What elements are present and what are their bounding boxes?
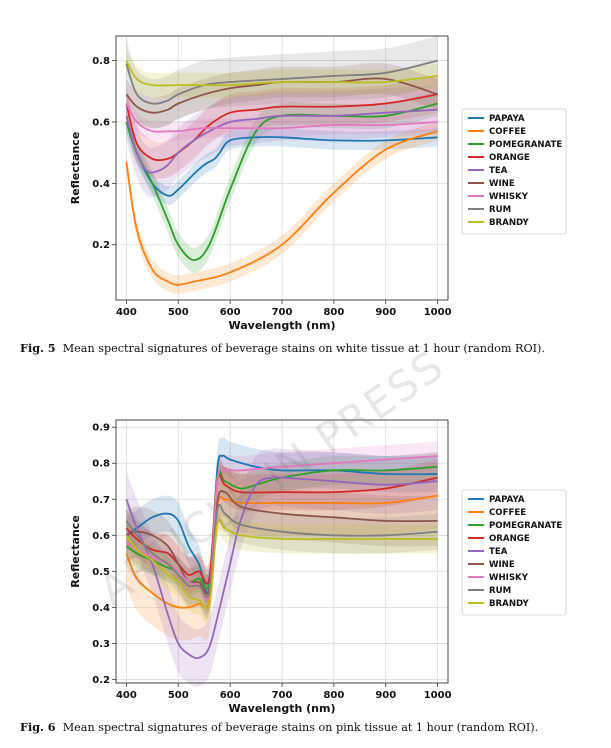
- band-coffee: [126, 122, 438, 294]
- caption-text: Mean spectral signatures of beverage sta…: [62, 342, 545, 355]
- figure-5: 400 500 600 700 800 900 1000 0.2 0.4 0.6 0.8 Wavele…: [0, 0, 611, 370]
- legend-label-rum: RUM: [489, 205, 511, 215]
- band-orange: [126, 456, 438, 602]
- legend-label-rum: RUM: [489, 586, 511, 596]
- tick-label-x: 700: [272, 690, 293, 701]
- tick-label-x: 1000: [424, 307, 452, 318]
- legend-label-tea: TEA: [489, 547, 508, 557]
- legend-label-papaya: PAPAYA: [489, 495, 525, 505]
- caption-text: Mean spectral signatures of beverage sta…: [62, 721, 539, 734]
- band-tea: [126, 448, 438, 687]
- tick-label-y: 0.4: [92, 179, 110, 190]
- tick-label-x: 1000: [424, 690, 452, 701]
- tick-label-y: 0.2: [92, 240, 110, 251]
- tick-label-x: 400: [116, 690, 137, 701]
- line-rum: [125, 503, 438, 599]
- line-orange: [125, 93, 438, 162]
- tick-label-x: 600: [220, 690, 241, 701]
- tick-label-y: 0.8: [92, 459, 110, 470]
- legend-label-tea: TEA: [489, 166, 508, 176]
- line-papaya: [125, 121, 438, 197]
- tick-label-x: 500: [168, 690, 189, 701]
- band-orange: [126, 75, 438, 179]
- tick-label-y: 0.6: [92, 117, 110, 128]
- legend-label-wine: WINE: [489, 179, 515, 189]
- line-orange: [125, 474, 438, 585]
- line-tea: [125, 108, 438, 174]
- legend-label-pomegranate: POMEGRANATE: [489, 140, 562, 150]
- x-axis-title: Wavelength (nm): [229, 319, 336, 332]
- tick-label-y: 0.2: [92, 675, 110, 686]
- band-papaya: [126, 112, 438, 206]
- tick-label-x: 400: [116, 307, 137, 318]
- y-axis-title: Reflectance: [69, 515, 82, 588]
- legend-label-whisky: WHISKY: [489, 192, 529, 202]
- x-axis-title: Wavelength (nm): [229, 702, 336, 715]
- legend-label-brandy: BRANDY: [489, 599, 530, 609]
- tick-label-y: 0.9: [92, 423, 110, 434]
- legend-label-wine: WINE: [489, 560, 515, 570]
- line-coffee: [125, 130, 438, 286]
- tick-label-y: 0.3: [92, 639, 110, 650]
- legend-label-coffee: COFFEE: [489, 508, 526, 518]
- caption-fig6: Fig. 6 Mean spectral signatures of bever…: [20, 720, 600, 734]
- legend-label-orange: ORANGE: [489, 153, 530, 163]
- legend-label-orange: ORANGE: [489, 534, 530, 544]
- tick-label-x: 800: [323, 307, 344, 318]
- legend-box: [461, 108, 567, 235]
- band-pomegranate: [126, 452, 438, 604]
- line-brandy: [125, 518, 438, 610]
- tick-label-x: 900: [375, 690, 396, 701]
- caption-label: Fig. 5: [20, 341, 56, 355]
- band-tea: [126, 85, 438, 198]
- line-whisky: [125, 103, 438, 133]
- plot-area-fig6: [125, 437, 438, 687]
- tick-label-y: 0.5: [92, 567, 110, 578]
- legend-label-coffee: COFFEE: [489, 127, 526, 137]
- plot-area-fig5: [125, 36, 438, 294]
- legend-label-whisky: WHISKY: [489, 573, 529, 583]
- tick-label-x: 600: [220, 307, 241, 318]
- tick-label-y: 0.6: [92, 531, 110, 542]
- legend-box: [461, 489, 567, 616]
- tick-label-y: 0.8: [92, 56, 110, 67]
- legend-label-pomegranate: POMEGRANATE: [489, 521, 562, 531]
- tick-label-y: 0.4: [92, 603, 110, 614]
- tick-label-x: 500: [168, 307, 189, 318]
- tick-label-y: 0.7: [92, 495, 110, 506]
- caption-fig5: Fig. 5 Mean spectral signatures of bever…: [20, 341, 600, 355]
- chart-fig5: 400 500 600 700 800 900 1000 0.2 0.4 0.6 0.8 Wavele…: [69, 35, 567, 332]
- tick-label-x: 800: [323, 690, 344, 701]
- tick-label-x: 700: [272, 307, 293, 318]
- legend-label-brandy: BRANDY: [489, 218, 530, 228]
- caption-label: Fig. 6: [20, 720, 56, 734]
- chart-fig6: 400 500 600 700 800 900 1000 0.2 0.3 0.4 0.5 0.6 0.7…: [69, 419, 567, 715]
- y-axis-title: Reflectance: [69, 132, 82, 205]
- line-brandy: [125, 60, 438, 87]
- tick-label-x: 900: [375, 307, 396, 318]
- figure-6: 400 500 600 700 800 900 1000 0.2 0.3 0.4 0.5 0.6 0.7…: [0, 400, 611, 748]
- line-tea: [125, 476, 438, 659]
- legend-label-papaya: PAPAYA: [489, 114, 525, 124]
- band-papaya: [126, 437, 438, 612]
